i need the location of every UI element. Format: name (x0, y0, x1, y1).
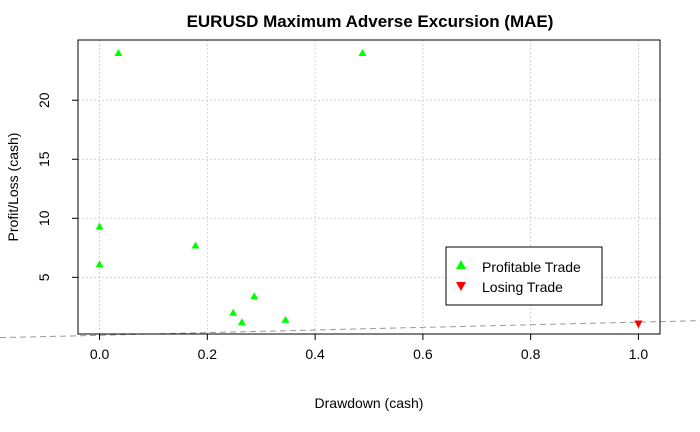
x-tick-label: 0.4 (305, 346, 325, 362)
plot-frame (77, 39, 661, 335)
y-tick-label: 15 (36, 151, 52, 167)
data-points (95, 48, 643, 329)
y-tick-label: 10 (36, 210, 52, 226)
x-axis-label: Drawdown (cash) (315, 395, 424, 411)
x-tick-label: 0.8 (521, 346, 541, 362)
x-axis: 0.0 0.2 0.4 0.6 0.8 1.0 (90, 334, 649, 362)
profitable-trade-point (237, 318, 246, 326)
x-tick-label: 0.2 (198, 346, 218, 362)
x-tick-label: 0.6 (413, 346, 433, 362)
reference-dashed-line (0, 320, 700, 339)
legend-marker-profitable (456, 260, 466, 269)
x-tick-label: 0.0 (90, 346, 110, 362)
legend-label-profitable: Profitable Trade (482, 259, 581, 275)
profitable-trade-point (95, 260, 104, 268)
profitable-trade-point (229, 308, 238, 316)
legend-label-losing: Losing Trade (482, 279, 563, 295)
profitable-trade-point (95, 222, 104, 230)
legend-box (445, 246, 603, 306)
profitable-trade-point (250, 292, 259, 300)
profitable-trade-point (281, 315, 290, 323)
y-axis-label: Profit/Loss (cash) (5, 133, 21, 242)
y-tick-label: 5 (36, 273, 52, 281)
chart-title: EURUSD Maximum Adverse Excursion (MAE) (187, 12, 554, 31)
profitable-trade-point (114, 48, 123, 56)
reference-line-layer (0, 320, 700, 339)
legend: Profitable Trade Losing Trade (445, 246, 603, 306)
y-axis: 5 10 15 20 (36, 92, 78, 281)
profitable-trade-point (191, 241, 200, 249)
x-tick-label: 1.0 (629, 346, 649, 362)
y-tick-label: 20 (36, 92, 52, 108)
losing-trade-point (634, 320, 643, 329)
legend-marker-losing (456, 282, 466, 291)
profitable-trade-point (358, 48, 367, 56)
